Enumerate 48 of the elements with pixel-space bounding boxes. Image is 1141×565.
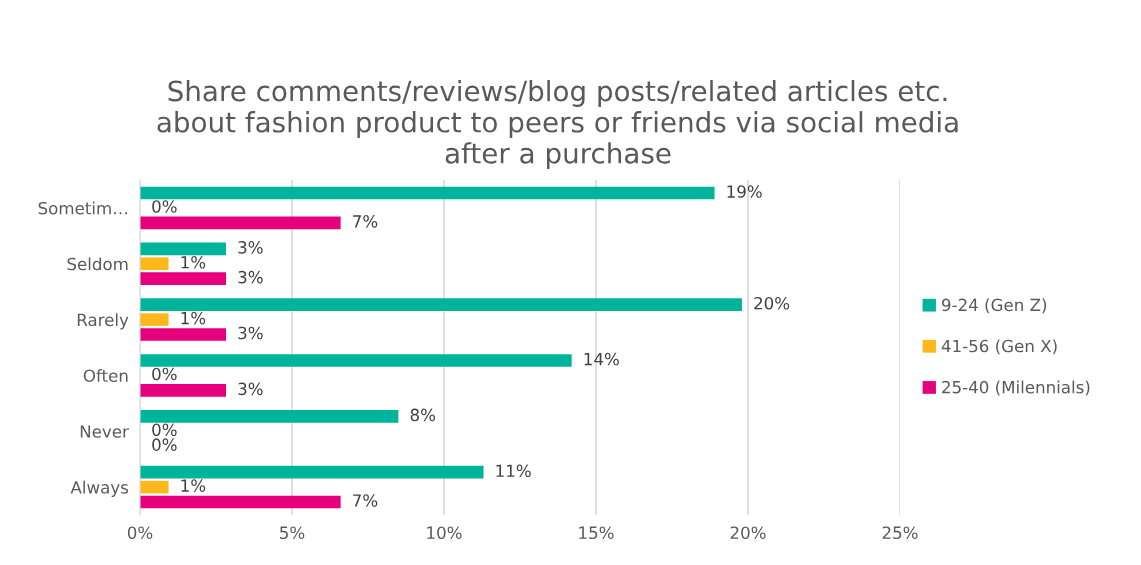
data-label: 11% — [496, 464, 531, 478]
x-tick-label: 5% — [280, 526, 305, 540]
y-tick-label: Often — [83, 369, 128, 382]
data-label: 1% — [181, 479, 206, 492]
data-label: 1% — [181, 255, 206, 269]
y-tick-label: Sometim… — [38, 201, 127, 215]
y-tick-label: Seldom — [67, 257, 128, 271]
data-label: 20% — [754, 296, 790, 310]
data-label: 0% — [152, 367, 177, 381]
y-tick-label: Rarely — [77, 313, 129, 330]
bar — [140, 495, 341, 509]
x-tick-label: 15% — [579, 526, 614, 540]
x-tick-label: 10% — [427, 526, 462, 540]
legend-label: 25-40 (Milennials) — [942, 380, 1090, 396]
data-label: 8% — [410, 408, 436, 422]
data-label: 3% — [238, 326, 263, 340]
bar — [140, 465, 484, 479]
data-label: 7% — [353, 494, 378, 507]
x-tick-label: 0% — [127, 526, 153, 540]
chart-title: Share comments/reviews/blog posts/related articles etc. about fashion product to peers or friends via social media after a purchase — [157, 80, 958, 170]
bar — [140, 354, 572, 367]
data-label: 0% — [152, 423, 177, 437]
bar — [140, 328, 227, 341]
bar — [140, 298, 742, 312]
data-label: 1% — [181, 311, 206, 325]
data-label: 3% — [238, 382, 263, 396]
data-label: 0% — [152, 200, 177, 213]
data-label: 0% — [152, 438, 177, 451]
legend-label: 9-24 (Gen Z) — [941, 298, 1047, 314]
data-label: 7% — [353, 215, 378, 228]
data-label: 3% — [238, 270, 263, 284]
bar — [140, 257, 169, 271]
bar — [140, 216, 341, 230]
bar — [140, 242, 227, 256]
data-label: 3% — [238, 241, 263, 254]
legend-label: 41-56 (Gen X) — [941, 339, 1057, 355]
data-label: 19% — [727, 185, 762, 198]
bar — [140, 186, 715, 200]
bar — [140, 480, 169, 494]
bar — [140, 272, 227, 285]
y-tick-label: Always — [70, 480, 129, 497]
bar — [140, 313, 169, 326]
bar — [140, 383, 227, 397]
x-tick-label: 25% — [882, 526, 918, 540]
bar — [140, 410, 399, 423]
y-tick-label: Never — [80, 425, 129, 438]
data-label: 14% — [584, 352, 619, 366]
x-tick-label: 20% — [730, 526, 766, 540]
